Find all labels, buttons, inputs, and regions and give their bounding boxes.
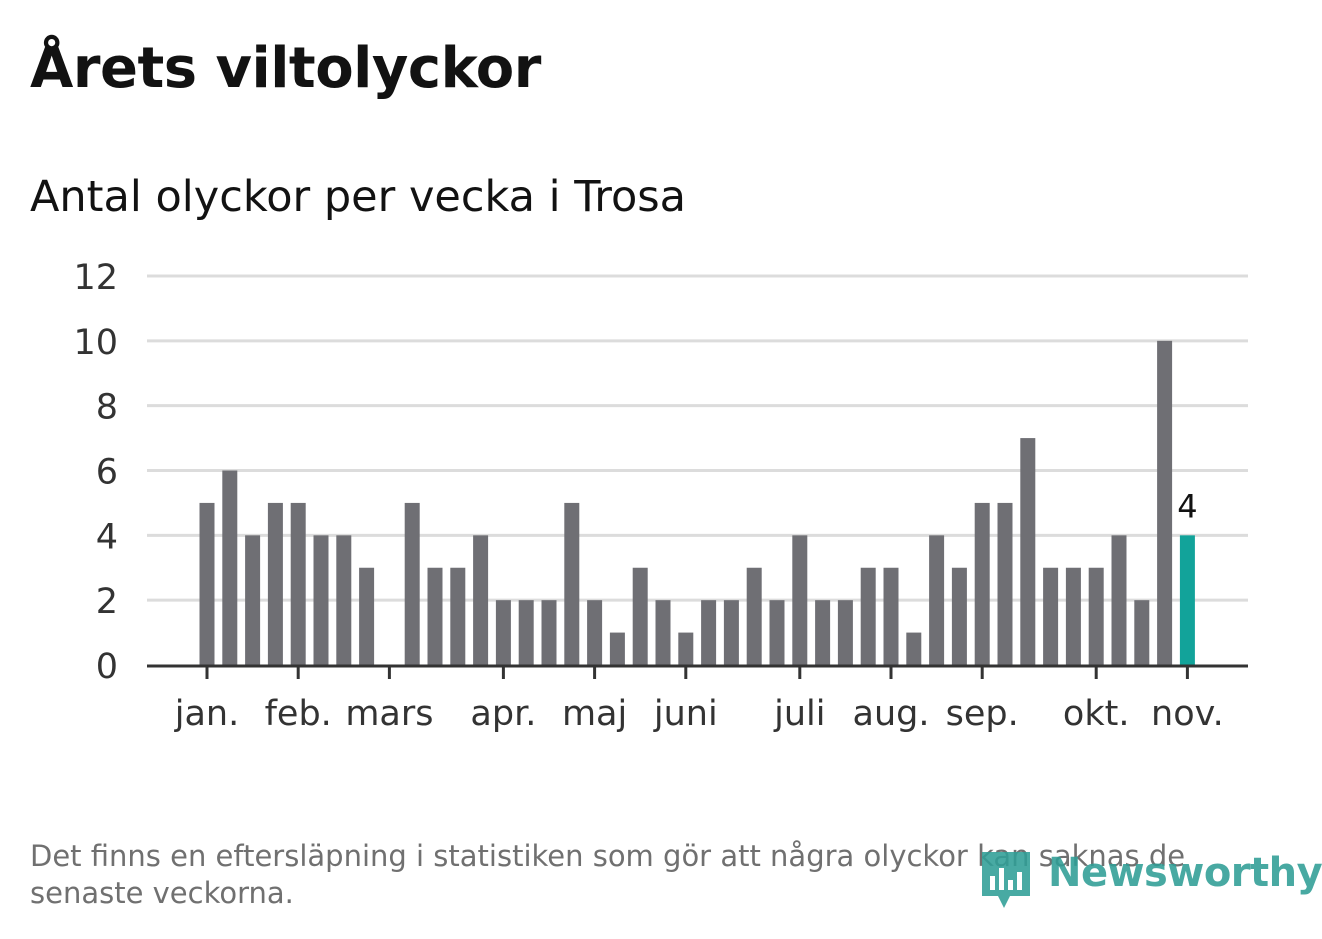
bar <box>883 567 899 665</box>
x-tick-label: okt. <box>1063 694 1130 734</box>
x-tick-label: apr. <box>470 694 536 734</box>
bar <box>837 600 853 665</box>
x-tick-label: mars <box>345 694 433 734</box>
x-tick-label: sep. <box>946 694 1019 734</box>
x-tick-label: juni <box>653 694 718 734</box>
x-axis <box>147 664 1248 679</box>
x-tick-label: feb. <box>265 694 332 734</box>
bar <box>974 502 990 665</box>
bar <box>678 632 694 665</box>
bar-value-label: 4 <box>1177 487 1197 525</box>
bar <box>290 502 306 665</box>
bar <box>906 632 922 665</box>
bar <box>267 502 283 665</box>
y-tick-label: 4 <box>96 517 118 557</box>
bar <box>997 502 1013 665</box>
bar <box>564 502 580 665</box>
x-tick-label: maj <box>562 694 627 734</box>
bar-chart-speech-bubble-icon <box>982 852 1030 908</box>
y-tick-label: 8 <box>96 388 118 428</box>
bar <box>245 535 261 665</box>
bar <box>1088 567 1104 665</box>
x-tick-label: jan. <box>174 694 239 734</box>
bar <box>632 567 648 665</box>
annotations: 4 <box>1177 487 1197 525</box>
bar <box>951 567 967 665</box>
bar <box>495 600 511 665</box>
bar <box>769 600 785 665</box>
x-tick-label: aug. <box>853 694 930 734</box>
bar <box>609 632 625 665</box>
chart-subtitle: Antal olyckor per vecka i Trosa <box>30 172 687 222</box>
bar <box>518 600 534 665</box>
bar <box>199 502 215 665</box>
bar-chart: 0 2 4 6 8 10 12 jan. feb. mars apr. maj juni juli aug… <box>73 258 1248 734</box>
bar <box>427 567 443 665</box>
logo-text: Newsworthy <box>1048 850 1322 896</box>
bar <box>723 600 739 665</box>
gridlines <box>147 274 1248 602</box>
y-tick-label: 12 <box>73 258 118 298</box>
bar <box>587 600 603 665</box>
x-axis-labels: jan. feb. mars apr. maj juni juli aug. sep. okt. n… <box>174 694 1224 734</box>
bar <box>1134 600 1150 665</box>
y-tick-label: 2 <box>96 582 118 622</box>
bar <box>404 502 420 665</box>
bar <box>1020 438 1036 665</box>
bar <box>815 600 831 665</box>
highlighted-bar <box>1179 535 1195 665</box>
bar <box>1157 340 1173 665</box>
bar <box>336 535 352 665</box>
bar <box>1065 567 1081 665</box>
x-tick-label: juli <box>773 694 825 734</box>
bar <box>701 600 717 665</box>
bar <box>929 535 945 665</box>
bar <box>359 567 375 665</box>
y-tick-label: 10 <box>73 323 118 363</box>
chart-title: Årets viltolyckor <box>30 36 541 101</box>
bar <box>1111 535 1127 665</box>
bar <box>473 535 489 665</box>
bar <box>1043 567 1059 665</box>
y-tick-label: 0 <box>96 647 118 687</box>
bar <box>541 600 557 665</box>
bars <box>199 340 1195 665</box>
newsworthy-logo: Newsworthy <box>980 848 1322 912</box>
bar <box>313 535 329 665</box>
bar <box>222 470 238 665</box>
bar <box>746 567 762 665</box>
bar <box>450 567 466 665</box>
bar <box>792 535 808 665</box>
bar <box>655 600 671 665</box>
x-tick-label: nov. <box>1151 694 1224 734</box>
y-tick-label: 6 <box>96 453 118 493</box>
bar <box>860 567 876 665</box>
y-axis-labels: 0 2 4 6 8 10 12 <box>73 258 118 687</box>
